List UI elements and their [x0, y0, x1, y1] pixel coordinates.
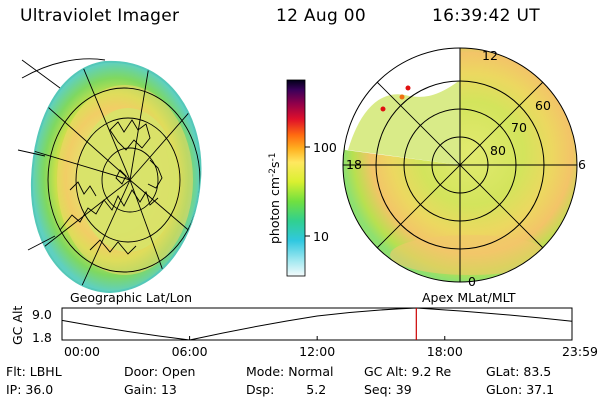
- emission-spot: [380, 106, 386, 112]
- timeline-ytick-lo: 1.8: [32, 330, 52, 345]
- filter-info: Flt: LBHL: [6, 364, 62, 379]
- grid-outer: [17, 58, 106, 251]
- seq-info: Seq: 39: [364, 382, 412, 397]
- time-label: 16:39:42 UT: [432, 6, 540, 26]
- altitude-track: [61, 307, 573, 341]
- timeline-xtick-label: 00:00: [64, 344, 100, 359]
- timeline-ylabel: GC Alt: [10, 306, 25, 345]
- door-info: Door: Open: [124, 364, 196, 379]
- lat-label-80: 80: [490, 143, 506, 158]
- ip-info: IP: 36.0: [6, 382, 54, 397]
- lat-circle: [47, 87, 201, 273]
- colorbar-unit-label: photon cm-2s-1: [267, 153, 282, 244]
- colorbar-label-10: 10: [313, 229, 329, 244]
- mode-info: Mode: Normal: [246, 364, 334, 379]
- timeline-xtick-label: 12:00: [299, 344, 335, 359]
- colorbar: 100 10 photon cm-2s-1: [267, 79, 337, 277]
- lat-circle: [101, 147, 159, 213]
- date-label: 12 Aug 00: [276, 6, 366, 26]
- glat-info: GLat: 83.5: [486, 364, 552, 379]
- colorbar-label-100: 100: [313, 140, 337, 155]
- dayside-arc: [348, 80, 460, 165]
- timeline-xticks: 00:00 06:00 12:00 18:00 23:59: [61, 336, 598, 359]
- glon-info: GLon: 37.1: [486, 382, 555, 397]
- mlt-label-18: 18: [346, 157, 362, 172]
- geographic-map: [17, 58, 202, 294]
- polar-spoke: [376, 81, 544, 249]
- timeline-xtick-label: 18:00: [427, 344, 463, 359]
- mlt-label-12: 12: [482, 48, 498, 63]
- timeline-xtick-label: 06:00: [172, 344, 208, 359]
- nightside-oval: [390, 235, 550, 275]
- colorbar-gradient: [286, 79, 306, 277]
- polar-map: 12 18 6 0 60 70 80: [342, 47, 586, 289]
- coastlines: [59, 119, 163, 255]
- meridians: [31, 61, 201, 291]
- gain-info: Gain: 13: [124, 382, 177, 397]
- mlt-label-6: 6: [578, 157, 586, 172]
- gcalt-info: GC Alt: 9.2 Re: [364, 364, 452, 379]
- timeline-frame: [61, 307, 573, 341]
- emission-spot: [405, 85, 411, 91]
- dsp-info: Dsp: 5.2: [246, 382, 327, 397]
- timeline-xtick-label: 23:59: [562, 344, 598, 359]
- lat-label-60: 60: [535, 98, 551, 113]
- left-panel-caption: Geographic Lat/Lon: [70, 290, 192, 305]
- lat-circle: [75, 117, 181, 243]
- emission-spot: [399, 94, 405, 100]
- right-panel-caption: Apex MLat/MLT: [422, 290, 516, 305]
- mlt-label-0: 0: [468, 274, 476, 289]
- instrument-title: Ultraviolet Imager: [20, 6, 180, 26]
- auroral-oval-inner: [78, 108, 178, 252]
- lat-label-70: 70: [511, 120, 527, 135]
- timeline-ytick-hi: 9.0: [32, 307, 52, 322]
- altitude-timeline: GC Alt 9.0 1.8 00:00 06:00 12:00 18:00 23:59: [10, 306, 598, 359]
